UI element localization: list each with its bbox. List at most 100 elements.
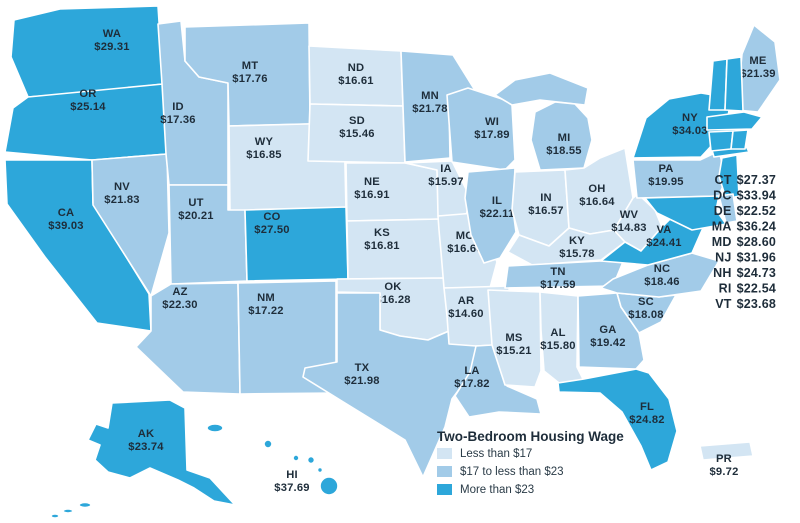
legend-swatch-high [437,484,452,495]
list-item-md-value: $28.60 [737,235,776,249]
state-ut-label: UT $20.21 [178,197,213,222]
state-ak-label: AK $23.74 [128,428,164,453]
state-va-abbr: VA [656,224,671,236]
state-vt-shape [708,58,728,111]
state-ks: KS $16.81 [346,218,445,280]
state-wv-abbr: WV [620,209,639,221]
list-item-ri: RI $22.54 [719,282,776,296]
state-hi-value: $37.69 [274,482,309,494]
state-ga-abbr: GA [599,324,616,336]
state-tx-abbr: TX [355,362,370,374]
state-ca-value: $39.03 [48,220,83,232]
state-ar-label: AR $14.60 [448,295,483,320]
state-or-label: OR $25.14 [70,88,106,113]
state-ny-value: $34.03 [672,125,707,137]
state-ia: IA $15.97 [405,160,471,217]
list-item-ma: MA $36.24 [712,220,776,234]
state-nv-abbr: NV [114,181,130,193]
state-az-value: $22.30 [162,299,197,311]
state-co-label: CO $27.50 [254,211,289,236]
state-tn-abbr: TN [550,266,565,278]
state-ak-aleutian-island-3 [50,513,60,519]
list-item-dc: DC $33.94 [713,189,776,203]
northeast-values-list: CT $27.37 DC $33.94 DE $22.52 MA $36.24 MD $2… [712,173,776,311]
state-id-value: $17.36 [160,114,195,126]
state-ky-abbr: KY [569,235,585,247]
state-tn-shape [504,256,626,289]
state-wa-shape [10,5,164,98]
state-id-shape [157,20,229,186]
state-ma [706,111,763,131]
state-va-value: $24.41 [646,237,681,249]
state-nh [724,56,744,112]
state-ks-abbr: KS [374,227,390,239]
state-pr-shape [699,441,754,461]
state-fl-shape [557,368,678,471]
state-mi-value: $18.55 [546,145,581,157]
state-ne-abbr: NE [364,176,380,188]
state-ok-value: $16.28 [375,294,410,306]
state-ca-abbr: CA [58,207,75,219]
state-mn-abbr: MN [421,90,439,102]
state-ma-shape [706,111,763,131]
state-wi: WI $17.89 [446,87,516,171]
legend-label-high: More than $23 [460,484,534,496]
state-ar-value: $14.60 [448,308,483,320]
state-in-abbr: IN [540,192,552,204]
state-nv-label: NV $21.83 [104,181,139,206]
state-wy-value: $16.85 [246,149,281,161]
list-item-nh-abbr: NH [713,266,731,280]
legend-swatch-low [437,448,452,459]
state-mi-upper-shape [494,72,589,106]
state-tx: TX $21.98 [302,292,481,478]
state-ms-label: MS $15.21 [496,332,531,357]
state-ga: GA $19.42 [577,292,645,370]
state-pa-label: PA $19.95 [648,163,683,188]
state-va-label: VA $24.41 [646,224,681,249]
state-co: CO $27.50 [244,206,349,282]
state-mn-value: $21.78 [412,103,447,115]
state-ut-abbr: UT [188,197,203,209]
state-nc-abbr: NC [654,263,671,275]
state-al-label: AL $15.80 [540,327,575,352]
state-tn: TN $17.59 [504,256,626,291]
list-item-nj-value: $31.96 [737,251,776,265]
state-nc-label: NC $18.46 [644,263,679,288]
legend-label-low: Less than $17 [460,448,532,460]
state-wi-shape [446,87,516,171]
state-de-shape [718,193,738,224]
state-ks-value: $16.81 [364,240,399,252]
state-ak: AK $23.74 [50,399,236,519]
state-ak-abbr: AK [138,428,155,440]
state-tn-label: TN $17.59 [540,266,575,291]
list-item-ri-abbr: RI [719,282,732,296]
state-hi: HI $37.69 [263,439,339,496]
list-item-ct-value: $27.37 [737,173,776,187]
state-fl-abbr: FL [640,401,654,413]
state-ms-abbr: MS [505,332,523,344]
list-item-ct-abbr: CT [714,173,731,187]
state-mt-shape [184,22,311,127]
state-il-value: $22.11 [480,208,515,220]
state-wi-abbr: WI [485,116,499,128]
state-pa-value: $19.95 [648,176,683,188]
state-ct [708,130,734,152]
state-sd-label: SD $15.46 [339,115,374,140]
state-ia-abbr: IA [440,163,452,175]
state-ak-aleutian-island-1 [78,501,92,509]
state-tn-value: $17.59 [540,279,575,291]
state-wa-label: WA $29.31 [94,28,129,53]
state-va: VA $24.41 [600,212,704,266]
list-item-nh-value: $24.73 [737,266,776,280]
state-la-label: LA $17.82 [454,365,489,390]
state-il-abbr: IL [492,195,502,207]
state-ga-value: $19.42 [590,337,625,349]
state-mi-label: MI $18.55 [546,132,581,157]
state-de [718,193,738,224]
state-wi-label: WI $17.89 [474,116,509,141]
state-wv-label: WV $14.83 [611,209,646,234]
state-mi-lower-shape [530,101,593,171]
state-mt-label: MT $17.76 [232,60,267,85]
state-az: AZ $22.30 [135,282,241,395]
state-nc: NC $18.46 [600,252,720,298]
